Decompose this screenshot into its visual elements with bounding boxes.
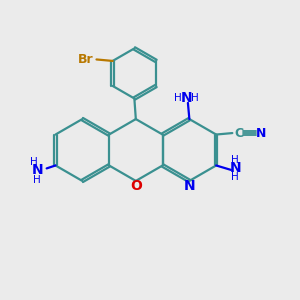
Text: N: N: [181, 91, 192, 105]
Text: H: H: [231, 172, 239, 182]
Text: N: N: [256, 127, 266, 140]
Text: H: H: [33, 175, 41, 184]
Text: N: N: [184, 179, 195, 193]
Text: H: H: [231, 155, 239, 165]
Text: N: N: [230, 161, 241, 176]
Text: H: H: [30, 157, 38, 167]
Text: O: O: [130, 179, 142, 193]
Text: N: N: [32, 163, 43, 177]
Text: H: H: [191, 93, 199, 103]
Text: C: C: [234, 127, 243, 140]
Text: H: H: [174, 93, 182, 103]
Text: Br: Br: [78, 53, 94, 66]
